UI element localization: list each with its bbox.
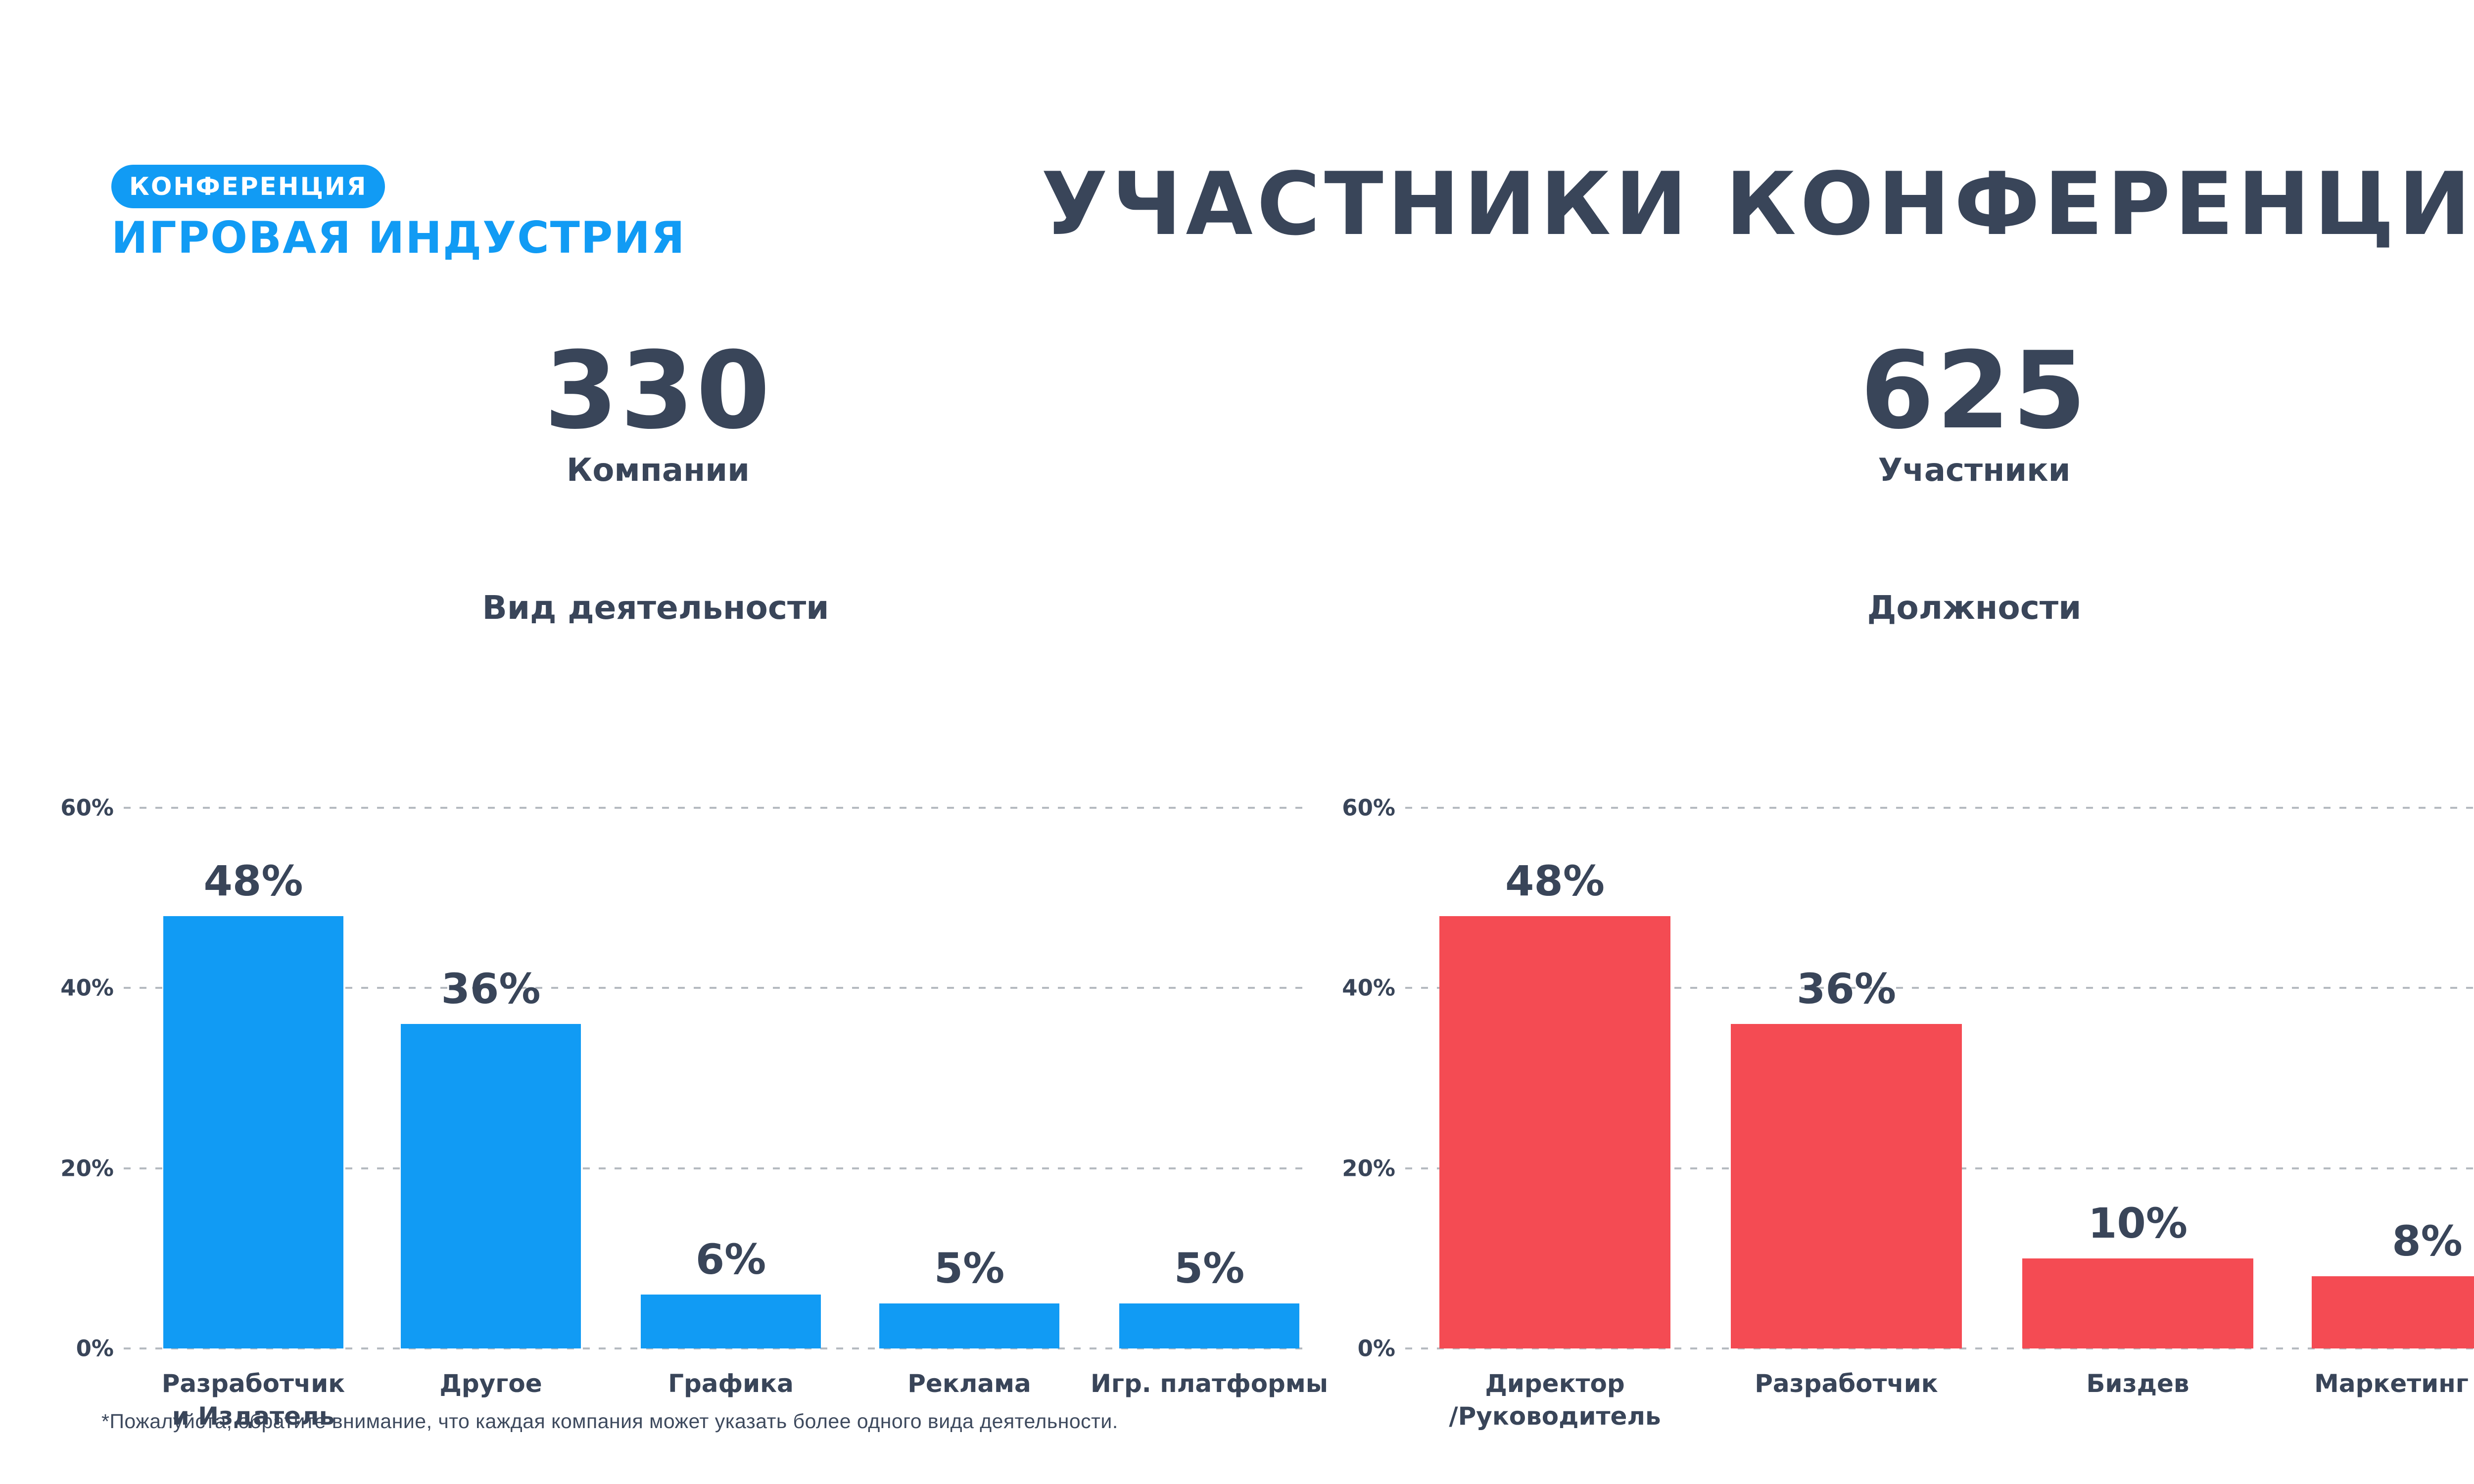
bar-value-label: 10% (2088, 1199, 2188, 1248)
axis-tick-label: 60% (60, 794, 114, 821)
bar-value-label: 5% (1174, 1244, 1245, 1293)
bar-value-label: 48% (203, 856, 303, 905)
bar-value-label: 36% (1796, 965, 1897, 1014)
category-label: Игр. платформы (1091, 1369, 1328, 1398)
axis-tick-label: 20% (60, 1155, 114, 1182)
conference-badge: КОНФЕРЕНЦИЯ (111, 165, 385, 208)
category-label: Другое (439, 1369, 542, 1398)
category-label: Разработчик (1755, 1369, 1938, 1398)
gridline-0: 0% (1358, 1336, 2474, 1362)
gridline-0: 0% (76, 1336, 1311, 1362)
category-label: Маркетинг и PR (2314, 1369, 2469, 1398)
axis-tick-label: 0% (76, 1335, 114, 1362)
gridline-60: 60% (60, 795, 1311, 821)
stat-companies: 330 Компании (544, 328, 772, 489)
category-label: Директор /Руководитель (1449, 1369, 1661, 1431)
axis-tick-label: 40% (60, 974, 114, 1001)
stat-participants: 625 Участники (1860, 328, 2089, 489)
bar (163, 916, 343, 1348)
bar (401, 1024, 581, 1348)
bar-value-label: 5% (934, 1244, 1005, 1293)
bar-value-label: 36% (441, 965, 541, 1014)
bar (1119, 1303, 1299, 1348)
category-label: Биздев (2086, 1369, 2189, 1398)
bar-value-label: 6% (695, 1235, 766, 1284)
bar-value-label: 48% (1505, 856, 1605, 905)
gridline-20: 20% (60, 1155, 1311, 1181)
category-label: Графика (668, 1369, 794, 1398)
bar (641, 1294, 821, 1348)
stat-companies-label: Компании (567, 452, 750, 489)
stat-participants-value: 625 (1860, 328, 2089, 453)
axis-tick-label: 60% (1342, 794, 1395, 821)
stat-participants-label: Участники (1878, 452, 2071, 489)
bar (2022, 1258, 2253, 1348)
axis-tick-label: 20% (1342, 1155, 1395, 1182)
page-title: УЧАСТНИКИ КОНФЕРЕНЦИИ (1041, 154, 2474, 255)
brand-name: ИГРОВАЯ ИНДУСТРИЯ (111, 212, 686, 263)
axis-tick-label: 40% (1342, 974, 1395, 1001)
gridline-40: 40% (60, 975, 1311, 1001)
bar (1439, 916, 1670, 1348)
bar-value-label: 8% (2392, 1217, 2463, 1266)
category-label: Реклама (907, 1369, 1031, 1398)
bar (2312, 1276, 2474, 1348)
chart-subtitle-roles: Должности (1867, 589, 2082, 627)
logo: КОНФЕРЕНЦИЯ ИГРОВАЯ ИНДУСТРИЯ (111, 165, 686, 263)
bar-chart-activity: 60% 40% 20% 0% 48% Разработчик и Издатель 36% Д… (60, 795, 1328, 1431)
footnote: *Пожалуйста, обратите внимание, что кажд… (101, 1410, 1118, 1433)
gridline-40: 40% (1342, 975, 2474, 1001)
bar (879, 1303, 1059, 1348)
axis-tick-label: 0% (1357, 1335, 1395, 1362)
chart-subtitle-activity: Вид деятельности (482, 589, 829, 627)
gridline-60: 60% (1342, 795, 2474, 821)
bar (1731, 1024, 1962, 1348)
bar-chart-roles: 60% 40% 20% 0% 48% Директор /Руководитель 36% Р… (1342, 795, 2474, 1431)
category-label: Разработчик и Издатель (161, 1369, 345, 1431)
stat-companies-value: 330 (544, 328, 772, 453)
